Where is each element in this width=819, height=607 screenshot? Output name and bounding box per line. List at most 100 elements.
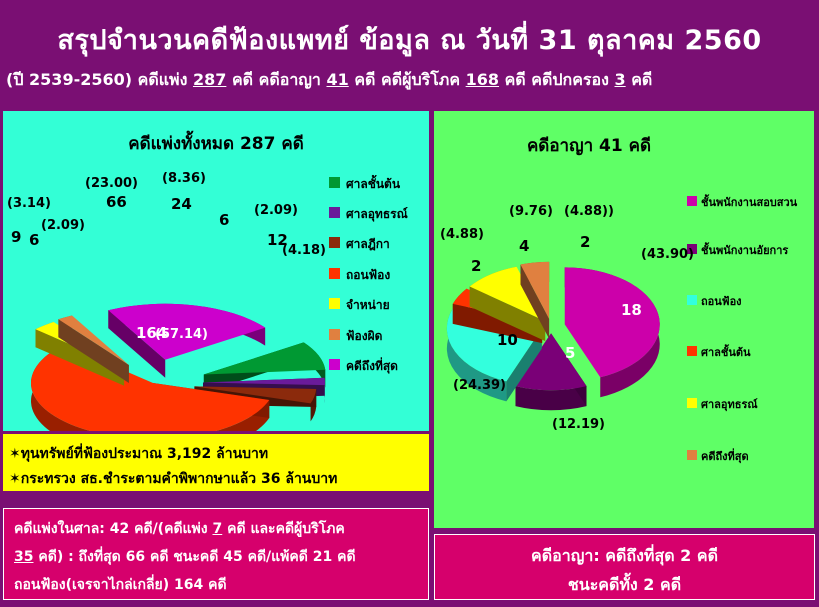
percent-label-2: (2.09) (254, 203, 298, 218)
civil-pie-chart: คดีแพ่งทั้งหมด 287 คดีศาลชั้นต้นศาลอุทธร… (7, 130, 408, 431)
data-label-5: 4 (519, 237, 529, 255)
note-2: ✶กระทรวง สธ.ชำระตามคำพิพากษาแล้ว 36 ล้าน… (9, 471, 338, 487)
star-icon: ✶ (9, 446, 21, 462)
legend-label-1: ชั้นพนักงานสอบสวน (701, 194, 798, 209)
legend-label-1: ศาลชั้นต้น (346, 174, 401, 191)
data-label-3: 12 (267, 231, 288, 249)
percent-label-3: (4.18) (282, 243, 326, 258)
percent-label-1: (43.90) (641, 247, 694, 262)
notes-box: ✶ทุนทรัพย์ที่ฟ้องประมาณ 3,192 ล้านบาท ✶ก… (3, 434, 429, 491)
consumer-count: 168 (465, 70, 500, 89)
legend-swatch-3 (329, 237, 340, 248)
legend-label-4: ถอนฟ้อง (346, 268, 390, 282)
chart-title: คดีอาญา 41 คดี (527, 135, 651, 156)
legend-label-6: ฟ้องผิด (346, 329, 383, 343)
data-label-5: 9 (11, 228, 21, 246)
percent-label-5: (3.14) (7, 196, 51, 211)
criminal-summary-line-2: ชนะคดีทั้ง 2 คดี (567, 575, 682, 594)
slice-5 (469, 266, 546, 322)
civil-chart-panel: คดีแพ่งทั้งหมด 287 คดีศาลชั้นต้นศาลอุทธร… (3, 111, 429, 431)
legend-label-6: คดีถึงที่สุด (701, 448, 749, 464)
legend-swatch-4 (329, 268, 340, 279)
slice-4-wall (452, 303, 543, 344)
slice-3-side (446, 309, 507, 402)
legend-swatch-5 (329, 298, 340, 309)
data-label-1: 24 (171, 195, 192, 213)
legend-swatch-1 (687, 196, 697, 206)
page-title: สรุปจำนวนคดีฟ้องแพทย์ ข้อมูล ณ วันที่ 31… (57, 25, 762, 56)
summary-t4: คดี (625, 70, 653, 89)
slice-3-wall (506, 328, 542, 402)
legend-label-2: ชั้นพนักงานอัยการ (701, 242, 788, 257)
slice-5-wall (469, 286, 546, 342)
civil-summary-line-1: คดีแพ่งในศาล: 42 คดี/(คดีแพ่ง 7 คดี และค… (14, 521, 345, 537)
star-icon: ✶ (9, 471, 21, 487)
civil-summary-box: คดีแพ่งในศาล: 42 คดี/(คดีแพ่ง 7 คดี และค… (3, 508, 429, 600)
slice-6 (58, 315, 129, 366)
legend-swatch-4 (687, 346, 697, 356)
percent-label-5: (9.76) (509, 204, 553, 219)
legend-swatch-6 (687, 450, 697, 460)
slice-5-wall (35, 329, 125, 386)
summary-prefix: (ปี 2539-2560) คดีแพ่ง (6, 70, 193, 89)
slice-1 (203, 342, 326, 375)
note-1: ✶ทุนทรัพย์ที่ฟ้องประมาณ 3,192 ล้านบาท (9, 446, 269, 462)
criminal-count: 41 (326, 70, 349, 89)
slice-7-wall (108, 310, 166, 378)
percent-label-6: (2.09) (41, 218, 85, 233)
data-label-3: 10 (497, 331, 518, 349)
slice-6-wall (520, 264, 550, 339)
legend-label-4: ศาลชั้นต้น (701, 344, 751, 359)
percent-label-4: (4.88) (440, 227, 484, 242)
data-label-6: 2 (580, 233, 590, 251)
legend-label-7: คดีถึงที่สุด (346, 357, 398, 374)
data-label-4: 164 (136, 324, 167, 342)
summary-t3: คดี คดีปกครอง (499, 70, 615, 89)
data-label-6: 6 (29, 231, 39, 249)
legend-swatch-2 (687, 244, 697, 254)
slice-2 (202, 377, 325, 386)
summary-t2: คดี คดีผู้บริโภค (348, 70, 466, 89)
summary-t1: คดี คดีอาญา (226, 70, 327, 89)
legend-label-2: ศาลอุทธรณ์ (346, 207, 408, 222)
legend-swatch-3 (687, 295, 697, 305)
data-label-1: 18 (621, 301, 642, 319)
civil-summary-line-2: 35 คดี) : ถึงที่สุด 66 คดี ชนะคดี 45 คดี… (14, 549, 356, 565)
slice-7 (108, 303, 266, 360)
percent-label-1: (8.36) (162, 171, 206, 186)
slice-3 (194, 386, 317, 404)
civil-summary-line-3: ถอนฟ้อง(เจรจาไกล่เกลี่ย) 164 คดี (14, 577, 227, 593)
civil-count: 287 (192, 70, 227, 89)
percent-label-2: (12.19) (552, 417, 605, 432)
data-label-7: 66 (106, 193, 127, 211)
slice-2-side (515, 386, 587, 411)
slice-6 (520, 261, 550, 319)
data-label-4: 2 (471, 257, 481, 275)
data-label-2: 5 (565, 344, 575, 362)
legend-label-5: ศาลอุทธรณ์ (701, 398, 758, 412)
legend-swatch-1 (329, 177, 340, 188)
legend-swatch-5 (687, 398, 697, 408)
percent-label-7: (23.00) (85, 176, 138, 191)
legend-label-5: จำหน่าย (346, 298, 390, 312)
slice-6-wall (58, 319, 129, 384)
criminal-chart-panel: คดีอาญา 41 คดีชั้นพนักงานสอบสวนชั้นพนักง… (434, 111, 814, 528)
slice-1 (564, 267, 660, 378)
slice-2 (515, 333, 587, 391)
legend-swatch-6 (329, 329, 340, 340)
legend-swatch-2 (329, 207, 340, 218)
percent-label-3: (24.39) (453, 378, 506, 393)
data-label-2: 6 (219, 211, 229, 229)
legend-label-3: ถอนฟ้อง (701, 295, 742, 308)
header-banner: สรุปจำนวนคดีฟ้องแพทย์ ข้อมูล ณ วันที่ 31… (0, 0, 819, 106)
legend-swatch-7 (329, 359, 340, 370)
percent-label-4: (57.14) (155, 327, 208, 342)
summary-line: (ปี 2539-2560) คดีแพ่ง 287 คดี คดีอาญา 4… (6, 68, 652, 93)
criminal-pie-chart: คดีอาญา 41 คดีชั้นพนักงานสอบสวนชั้นพนักง… (440, 135, 798, 464)
chart-title: คดีแพ่งทั้งหมด 287 คดี (128, 130, 304, 154)
legend-label-3: ศาลฎีกา (346, 237, 390, 251)
admin-count: 3 (614, 70, 626, 89)
percent-label-6: (4.88)) (564, 204, 614, 219)
criminal-summary-line-1: คดีอาญา: คดีถึงที่สุด 2 คดี (531, 546, 718, 565)
criminal-summary-box: คดีอาญา: คดีถึงที่สุด 2 คดี ชนะคดีทั้ง 2… (434, 534, 815, 600)
